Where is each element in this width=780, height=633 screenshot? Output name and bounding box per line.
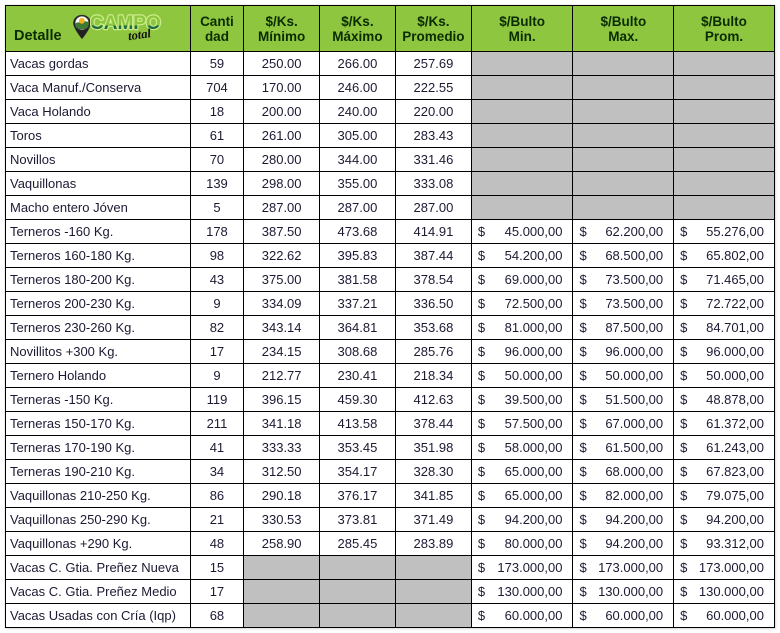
svg-text:total: total — [127, 26, 152, 41]
